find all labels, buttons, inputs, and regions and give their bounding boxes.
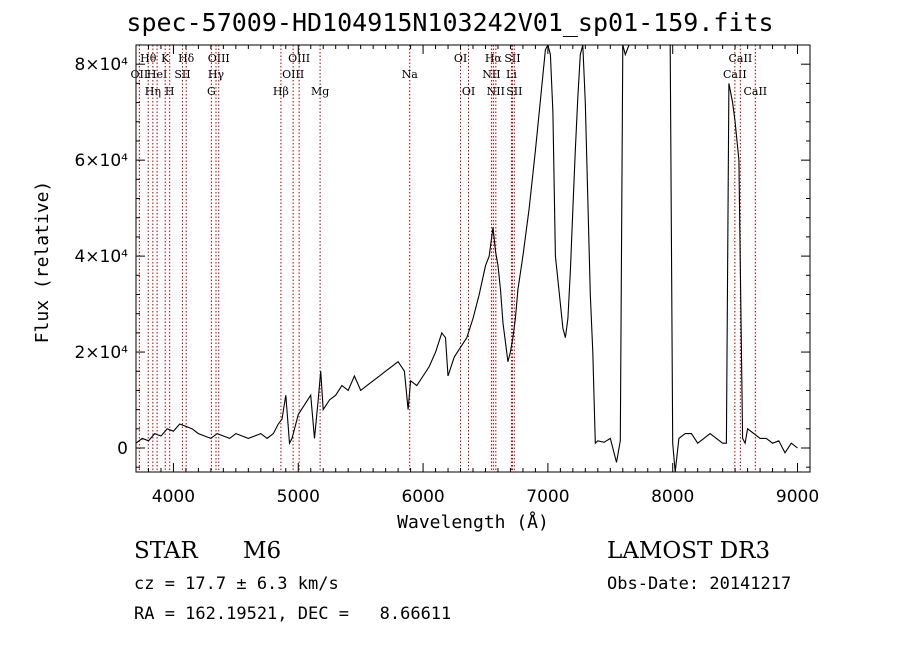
y-tick-label: 4×10⁴ <box>74 247 128 267</box>
x-tick-label: 4000 <box>152 487 195 507</box>
coordinates: RA = 162.19521, DEC = 8.66611 <box>134 604 452 624</box>
line-marker-label: Hγ <box>208 68 225 81</box>
spectrum-layer <box>136 45 798 472</box>
line-marker-label: Li <box>506 68 517 81</box>
line-marker-label: K <box>161 52 170 65</box>
line-marker-label: Hη <box>145 85 161 98</box>
line-marker-label: SII <box>504 52 520 65</box>
x-tick-label: 9000 <box>776 487 819 507</box>
spectrum-line <box>136 45 798 472</box>
y-tick-label: 6×10⁴ <box>74 151 128 171</box>
x-tick-label: 6000 <box>401 487 444 507</box>
x-tick-label: 7000 <box>526 487 569 507</box>
line-marker-label: OIII <box>282 68 304 81</box>
x-tick-label: 5000 <box>277 487 320 507</box>
line-marker-label: OIII <box>288 52 310 65</box>
line-marker-label: Hθ <box>140 52 157 65</box>
x-tick-label: 8000 <box>651 487 694 507</box>
line-marker-label: CaII <box>723 68 747 81</box>
redshift-text: cz = 17.7 ± 6.3 km/s <box>134 574 339 594</box>
x-axis-label: Wavelength (Å) <box>397 511 549 533</box>
line-marker-label: NII <box>482 68 500 81</box>
line-marker-label: OI <box>454 52 467 65</box>
chart-title: spec-57009-HD104915N103242V01_sp01-159.f… <box>126 8 774 37</box>
obs-date: Obs-Date: 20141217 <box>607 574 792 594</box>
line-marker-label: Mg <box>311 85 329 98</box>
line-marker-label: CaII <box>729 52 753 65</box>
y-tick-label: 8×10⁴ <box>74 55 128 75</box>
y-axis-label: Flux (relative) <box>32 181 53 344</box>
axis-tick-layer: 4000 5000 6000 7000 8000 9000 0 2×10⁴ 4×10⁴ 6×10⁴… <box>74 44 819 507</box>
line-marker-label: SII <box>506 85 522 98</box>
line-marker-label: H <box>165 85 175 98</box>
line-marker-label: Hα <box>485 52 503 65</box>
line-marker-label: HeI <box>147 68 167 81</box>
line-marker-label: NII <box>487 85 505 98</box>
line-marker-label: Hδ <box>178 52 195 65</box>
survey-name: LAMOST DR3 <box>607 538 771 564</box>
object-class: M6 <box>243 538 282 564</box>
line-marker-label: Na <box>402 68 419 81</box>
object-type: STAR <box>134 538 198 564</box>
line-marker-label: OII <box>131 68 149 81</box>
line-marker-layer: OII Hθ Hη HeI K H SII Hδ G Hγ OIII Hβ OIII OIII Mg Na OI… <box>131 45 767 472</box>
line-marker-label: OIII <box>208 52 230 65</box>
line-marker-label: CaII <box>743 85 767 98</box>
plot-frame <box>135 44 811 473</box>
line-marker-label: OI <box>462 85 475 98</box>
line-marker-label: Hβ <box>273 85 289 98</box>
y-tick-label: 2×10⁴ <box>74 343 128 363</box>
line-marker-label: G <box>207 85 216 98</box>
line-marker-label: SII <box>174 68 190 81</box>
y-tick-label: 0 <box>117 439 128 459</box>
